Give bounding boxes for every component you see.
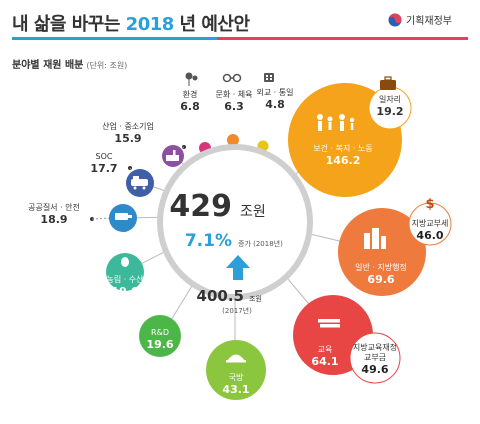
defense-bubble <box>206 340 266 400</box>
jobs-label: 일자리 19.2 <box>376 95 404 118</box>
train-icon <box>131 176 148 190</box>
agri-label: 농림 · 수산 19.6 <box>106 275 144 298</box>
taegeuk-icon <box>388 13 402 26</box>
section-subtitle: 분야별 재원 배분 (단위: 조원) <box>12 56 127 71</box>
health-label: 보건 · 복지 · 노동 146.2 <box>313 144 373 167</box>
family-icon <box>317 114 355 131</box>
edu-label: 교육 64.1 <box>311 345 339 368</box>
prev-year: (2017년) <box>222 306 252 315</box>
env-label: 환경 6.8 <box>180 90 200 113</box>
rnd-bubble <box>139 315 181 357</box>
total-unit: 조원 <box>240 204 266 220</box>
up-arrow-icon <box>226 255 250 280</box>
building-icon <box>364 228 386 249</box>
total-value: 429 <box>169 189 232 224</box>
diplomacy-label: 외교 · 통일 4.8 <box>256 88 294 111</box>
grant-bubble <box>408 202 452 246</box>
dollar-icon: $ <box>425 197 434 212</box>
glasses-icon <box>222 73 242 83</box>
edugrant-bubble <box>349 332 401 384</box>
title-suffix: 년 예산안 <box>173 14 251 35</box>
title-prefix: 내 삶을 바꾸는 <box>12 14 126 35</box>
defense-label: 국방 43.1 <box>222 373 250 396</box>
culture-label: 문화 · 체육 6.3 <box>215 90 253 113</box>
admin-label: 일반 · 지방행정 69.6 <box>355 263 407 286</box>
safety-label: 공공질서 · 안전 18.9 <box>28 203 80 226</box>
industry-label: 산업 · 중소기업 15.9 <box>102 122 154 145</box>
helmet-icon <box>226 354 246 363</box>
books-icon <box>318 319 340 328</box>
subtitle-unit: (단위: 조원) <box>86 61 128 70</box>
total-bubble <box>157 144 313 300</box>
admin-bubble <box>338 208 426 296</box>
env-icon <box>185 72 198 86</box>
edugrant-label: 지방교육재정 교부금 49.6 <box>352 343 398 376</box>
factory-icon <box>166 150 179 161</box>
agri-bubble <box>106 253 144 291</box>
ministry-logo: 기획재정부 <box>388 12 452 27</box>
grain-icon <box>121 257 129 267</box>
growth-label: 증가 (2018년) <box>238 239 283 248</box>
briefcase-icon <box>380 76 396 90</box>
prev-value: 400.5 <box>197 287 244 305</box>
rnd-label: R&D 19.6 <box>146 328 174 351</box>
grant-label: 지방교부세 46.0 <box>411 219 449 242</box>
prev-unit: 조원 <box>249 294 262 303</box>
soc-label: SOC 17.7 <box>90 152 118 175</box>
growth-pct: 7.1% <box>185 231 232 251</box>
ministry-name: 기획재정부 <box>406 16 452 27</box>
title-year: 2018 <box>125 14 175 35</box>
page-title: 내 삶을 바꾸는 2018 년 예산안 <box>12 10 250 36</box>
diplomacy-icon <box>264 73 274 82</box>
header-rule <box>12 37 468 40</box>
cctv-icon <box>115 213 132 220</box>
subtitle-text: 분야별 재원 배분 <box>12 60 84 71</box>
culture-bubble <box>227 134 239 146</box>
